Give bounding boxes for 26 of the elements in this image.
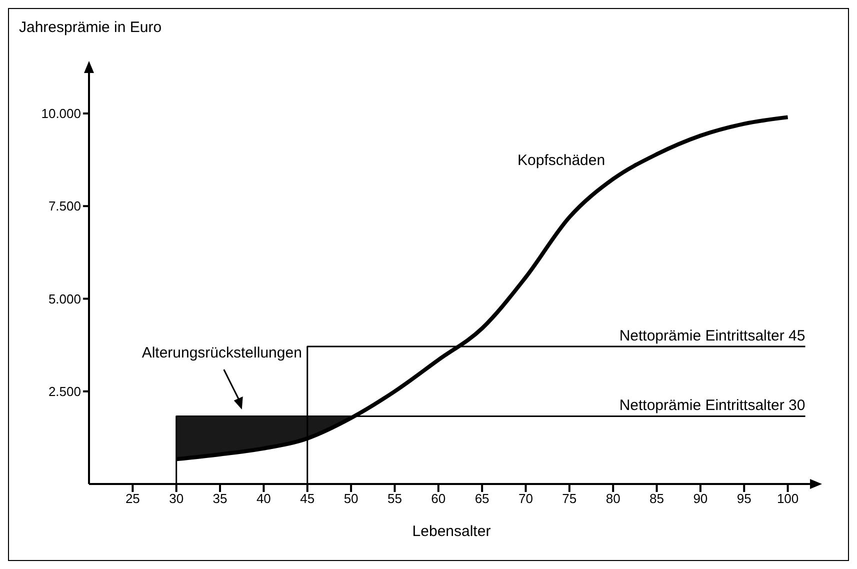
x-tick-label: 45 [300, 491, 315, 506]
x-tick-label: 90 [693, 491, 708, 506]
x-tick-label: 70 [518, 491, 533, 506]
x-tick-label: 80 [606, 491, 620, 506]
series-label: Kopfschäden [518, 152, 606, 170]
x-tick-label: 50 [344, 491, 358, 506]
x-tick-label: 85 [650, 491, 664, 506]
y-tick-label: 5.000 [48, 291, 81, 306]
annotation: Alterungsrückstellungen [142, 344, 302, 362]
x-tick-label: 55 [387, 491, 402, 506]
x-tick-label: 100 [776, 491, 799, 506]
y-tick-label: 7.500 [48, 198, 81, 214]
x-tick-label: 40 [256, 491, 271, 506]
x-tick-label: 95 [736, 491, 752, 506]
y-axis-title: Jahresprämie in Euro [19, 19, 162, 36]
series-label: Nettoprämie Eintrittsalter 45 [619, 328, 806, 345]
x-tick-label: 35 [212, 491, 228, 506]
x-tick-label: 30 [169, 491, 184, 506]
x-tick-label: 65 [474, 491, 490, 506]
y-tick-label: 10.000 [41, 106, 81, 122]
x-tick-label: 75 [562, 491, 577, 506]
x-axis-title: Lebensalter [412, 523, 491, 540]
x-tick-label: 60 [431, 491, 446, 506]
y-tick-label: 2.500 [48, 384, 81, 399]
series-label: Nettoprämie Eintrittsalter 30 [619, 397, 806, 414]
x-tick-label: 25 [125, 491, 140, 506]
